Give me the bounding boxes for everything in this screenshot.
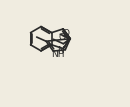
Text: O: O (59, 33, 66, 42)
Text: NH: NH (51, 50, 65, 59)
Text: N: N (57, 46, 64, 55)
Text: O: O (63, 29, 70, 38)
